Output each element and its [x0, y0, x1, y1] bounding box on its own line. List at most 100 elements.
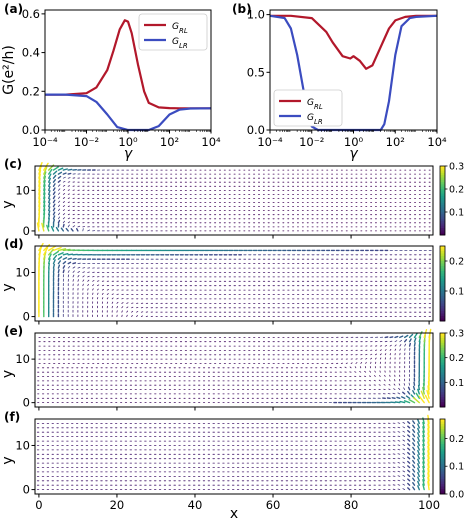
colorbar-cell [440, 298, 445, 302]
vector-arrow [131, 306, 134, 309]
vector-arrow [412, 385, 416, 391]
vector-arrow [48, 173, 52, 179]
vector-arrow [418, 341, 421, 347]
vector-arrow [339, 366, 342, 369]
vector-arrow [67, 270, 70, 273]
colorbar-cell [440, 266, 445, 269]
vector-arrow [67, 205, 70, 208]
colorbar-cell [440, 253, 445, 257]
vector-arrow [62, 257, 68, 260]
vector-arrow [424, 394, 430, 404]
vector-arrow [52, 195, 56, 200]
colorbar-cell [440, 170, 445, 174]
vector-arrow [423, 329, 428, 339]
arrows [36, 161, 431, 232]
x-tick-label: 10⁻² [299, 135, 324, 149]
vector-arrow [388, 383, 391, 386]
legend-label: GRL [172, 22, 188, 35]
colorbar-tick-label: 0.2 [449, 353, 464, 364]
colorbar-cell [440, 365, 445, 368]
vector-arrow [344, 366, 347, 369]
vector-arrow [370, 357, 373, 360]
vector-arrow [57, 167, 64, 171]
vector-arrow [389, 353, 392, 356]
vector-arrow [365, 357, 368, 360]
vector-arrow [408, 342, 411, 347]
vector-arrow [52, 191, 56, 196]
vector-arrow [57, 260, 61, 265]
colorbar-cell [440, 360, 445, 363]
vector-arrow [379, 357, 382, 360]
vector-arrow [389, 340, 393, 343]
colorbar-cell [440, 335, 445, 339]
colorbar-cell [440, 268, 445, 272]
vector-arrow [384, 345, 388, 347]
colorbar-cell [440, 397, 445, 400]
vector-arrow [77, 270, 80, 273]
colorbar-cell [440, 218, 445, 222]
vector-arrow [62, 261, 67, 265]
vector-arrow [57, 256, 63, 260]
vector-arrow [52, 203, 56, 208]
vector-arrow [72, 258, 77, 260]
x-tick-label: 10⁻⁴ [32, 135, 58, 149]
vector-arrow [58, 208, 61, 212]
colorbar-cell [440, 303, 445, 307]
colorbar-cell [440, 278, 445, 282]
colorbar-tick-label: 0.1 [449, 287, 464, 298]
vector-arrow [72, 262, 77, 265]
panel-label: (d) [4, 237, 24, 251]
colorbar: 0.1 0.2 0.3 [439, 162, 464, 236]
colorbar-cell [440, 263, 445, 267]
colorbar-cell [440, 316, 445, 319]
plot-area [35, 166, 433, 235]
vector-arrow [62, 184, 66, 187]
vector-arrow [126, 314, 128, 318]
colorbar-cell [440, 318, 445, 322]
vector-arrow [67, 193, 70, 195]
vector-arrow [43, 204, 46, 212]
colorbar-cell [440, 367, 445, 371]
vector-arrow [62, 217, 66, 220]
arrows [38, 242, 432, 318]
vector-arrow [92, 284, 95, 287]
vector-arrow [67, 201, 70, 203]
vector-arrow [145, 315, 149, 318]
vector-arrow [77, 225, 81, 228]
vector-arrow [106, 293, 109, 295]
vector-arrow [408, 338, 412, 343]
colorbar-tick-label: 0.2 [449, 257, 464, 268]
vector-arrow [62, 269, 65, 274]
vector-arrow [413, 342, 416, 347]
vector-arrow [72, 221, 75, 224]
colorbar-cell [440, 248, 445, 252]
vector-arrow [402, 391, 406, 395]
vector-arrow [65, 227, 69, 232]
vector-arrow [67, 197, 70, 199]
arrows [36, 414, 430, 491]
vector-arrow [48, 253, 52, 260]
vector-arrow [407, 390, 411, 395]
vector-arrow [57, 179, 61, 183]
y-tick-label: 10 [15, 183, 30, 197]
vector-arrow [75, 227, 79, 232]
plot-frame [34, 245, 434, 322]
colorbar-cell [440, 288, 445, 292]
vector-arrow [52, 199, 56, 204]
colorbar-tick-label: 0.2 [449, 185, 464, 196]
vector-arrow [399, 348, 401, 351]
y-tick-label: 0.2 [22, 84, 40, 98]
colorbar-cell [440, 352, 445, 356]
vector-arrow [36, 222, 40, 232]
colorbar-cell [440, 404, 445, 408]
vector-arrow [62, 252, 69, 256]
vector-arrow [373, 375, 376, 377]
vector-arrow [77, 274, 80, 278]
vector-arrow [67, 209, 70, 212]
vector-arrow [359, 366, 362, 369]
vector-arrow [408, 398, 416, 404]
colorbar-cell [440, 179, 445, 183]
colorbar-cell [440, 345, 445, 349]
vector-arrow [87, 288, 89, 291]
vector-arrow [82, 271, 85, 273]
